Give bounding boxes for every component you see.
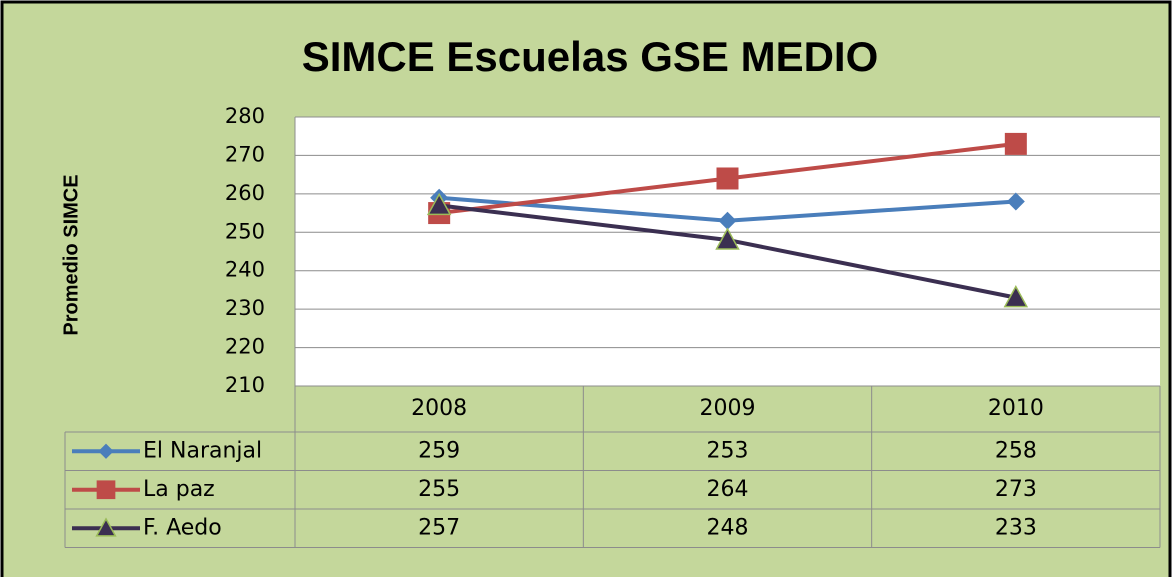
y-tick-label: 220 <box>225 335 265 359</box>
y-tick-label: 280 <box>225 104 265 128</box>
chart-title: SIMCE Escuelas GSE MEDIO <box>302 33 879 80</box>
table-value: 257 <box>418 515 460 540</box>
table-value: 258 <box>995 438 1037 463</box>
x-tick-label: 2010 <box>988 396 1044 421</box>
point-marker <box>715 227 740 250</box>
x-tick-label: 2008 <box>411 396 467 421</box>
point-marker <box>1006 192 1025 211</box>
legend-marker <box>95 517 117 537</box>
legend-label: La paz <box>143 477 215 502</box>
table-value: 248 <box>707 515 749 540</box>
y-axis-label: Promedio SIMCE <box>60 174 82 335</box>
y-tick-label: 210 <box>225 373 265 397</box>
legend-label: F. Aedo <box>143 515 222 540</box>
plot-area <box>295 117 1160 386</box>
table-value: 253 <box>707 438 749 463</box>
y-tick-label: 250 <box>225 219 265 243</box>
point-marker <box>426 192 452 216</box>
point-marker <box>1003 285 1029 308</box>
legend-label: El Naranjal <box>143 438 262 463</box>
table-value: 264 <box>707 477 749 502</box>
y-tick-label: 240 <box>225 258 265 282</box>
y-tick-label: 260 <box>225 181 265 205</box>
legend-marker <box>96 480 116 500</box>
point-marker <box>716 167 739 190</box>
x-tick-label: 2009 <box>700 396 756 421</box>
table-value: 259 <box>418 438 460 463</box>
point-marker <box>1004 132 1027 155</box>
y-tick-label: 270 <box>225 142 265 166</box>
table-value: 233 <box>995 515 1037 540</box>
table-value: 273 <box>995 477 1037 502</box>
point-marker <box>718 211 737 230</box>
table-value: 255 <box>418 477 460 502</box>
legend-marker <box>98 443 114 459</box>
y-tick-label: 230 <box>225 296 265 320</box>
